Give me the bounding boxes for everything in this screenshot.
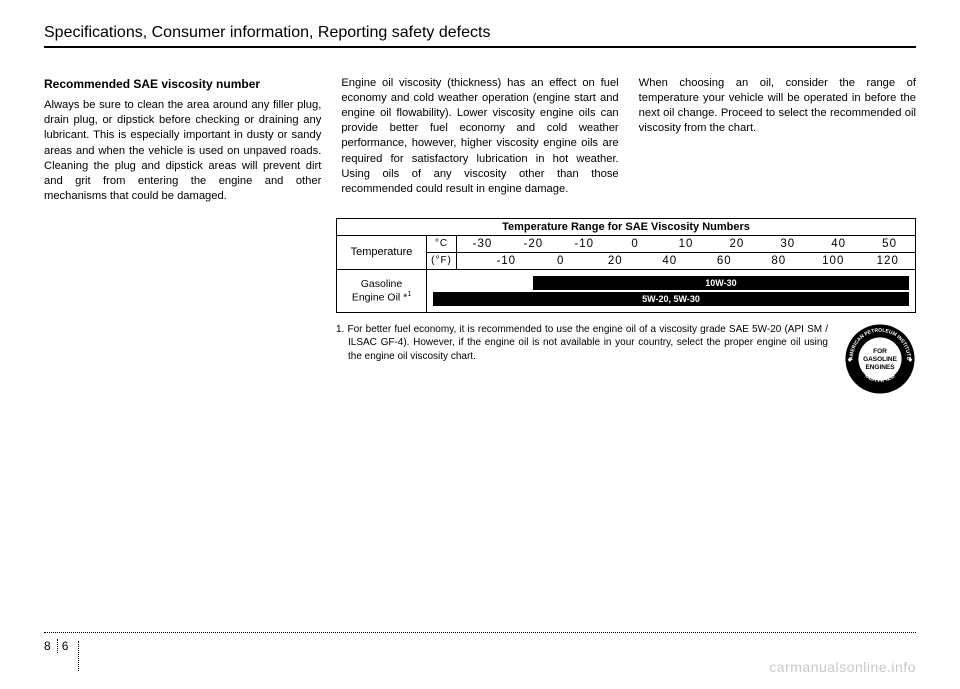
footer-vline xyxy=(78,641,79,671)
viscosity-chart: Temperature Range for SAE Viscosity Numb… xyxy=(336,218,916,395)
svg-text:ENGINES: ENGINES xyxy=(865,364,895,371)
fahrenheit-row: (°F) -10020406080100120 xyxy=(427,252,916,269)
scale-tick: 20 xyxy=(711,238,762,250)
column-2: Engine oil viscosity (thickness) has an … xyxy=(341,76,618,204)
page-number: 86 xyxy=(44,639,68,653)
celsius-row: °C -30-20-1001020304050 xyxy=(427,235,916,252)
fahrenheit-scale: -10020406080100120 xyxy=(457,253,915,269)
page-num-value: 6 xyxy=(58,639,69,653)
temperature-label: Temperature xyxy=(337,235,427,269)
scale-tick: 120 xyxy=(861,255,916,267)
oil-label-line2: Engine Oil * xyxy=(352,291,407,303)
column-1-body: Always be sure to clean the area around … xyxy=(44,98,321,204)
column-1: Recommended SAE viscosity number Always … xyxy=(44,76,321,204)
scale-tick: 10 xyxy=(661,238,712,250)
viscosity-bar-row: 10W-30 xyxy=(433,276,909,290)
scale-tick: -20 xyxy=(508,238,559,250)
chart-header: Temperature Range for SAE Viscosity Numb… xyxy=(337,218,916,235)
oil-label-line1: Gasoline xyxy=(361,278,402,290)
scale-tick: 60 xyxy=(697,255,752,267)
bars-cell: 10W-30 5W-20, 5W-30 xyxy=(427,269,916,312)
viscosity-bars: 10W-30 5W-20, 5W-30 xyxy=(433,276,909,306)
viscosity-bar: 10W-30 xyxy=(533,276,909,290)
watermark: carmanualsonline.info xyxy=(769,659,916,675)
unit-celsius: °C xyxy=(427,236,457,252)
oil-label-sup: 1 xyxy=(407,291,411,298)
section-heading: Recommended SAE viscosity number xyxy=(44,76,321,92)
scale-tick: 100 xyxy=(806,255,861,267)
svg-text:FOR: FOR xyxy=(873,348,887,355)
column-2-body: Engine oil viscosity (thickness) has an … xyxy=(341,76,618,197)
scale-tick: 40 xyxy=(643,255,698,267)
unit-fahrenheit: (°F) xyxy=(427,253,457,269)
column-3-body: When choosing an oil, consider the range… xyxy=(639,76,916,136)
column-3: When choosing an oil, consider the range… xyxy=(639,76,916,204)
scale-tick: 80 xyxy=(752,255,807,267)
celsius-scale: -30-20-1001020304050 xyxy=(457,236,915,252)
svg-text:GASOLINE: GASOLINE xyxy=(863,356,897,363)
scale-tick: -10 xyxy=(559,238,610,250)
chart-footnote: 1. For better fuel economy, it is recomm… xyxy=(336,323,828,364)
scale-tick: 20 xyxy=(588,255,643,267)
scale-tick: 40 xyxy=(813,238,864,250)
scale-tick: 50 xyxy=(864,238,915,250)
scale-tick: -10 xyxy=(479,255,534,267)
viscosity-table: Temperature Range for SAE Viscosity Numb… xyxy=(336,218,916,313)
scale-tick: -30 xyxy=(457,238,508,250)
viscosity-bar: 5W-20, 5W-30 xyxy=(433,292,909,306)
scale-tick: 0 xyxy=(534,255,589,267)
oil-label-cell: Gasoline Engine Oil *1 xyxy=(337,269,427,312)
viscosity-bar-row: 5W-20, 5W-30 xyxy=(433,292,909,306)
body-columns: Recommended SAE viscosity number Always … xyxy=(44,76,916,204)
footer-divider xyxy=(44,632,916,633)
chapter-title: Specifications, Consumer information, Re… xyxy=(44,24,916,48)
section-number: 8 xyxy=(44,639,58,653)
api-seal-icon: AMERICAN PETROLEUM INSTITUTE CERTIFIED F… xyxy=(844,323,916,395)
scale-tick: 0 xyxy=(610,238,661,250)
scale-tick: 30 xyxy=(762,238,813,250)
